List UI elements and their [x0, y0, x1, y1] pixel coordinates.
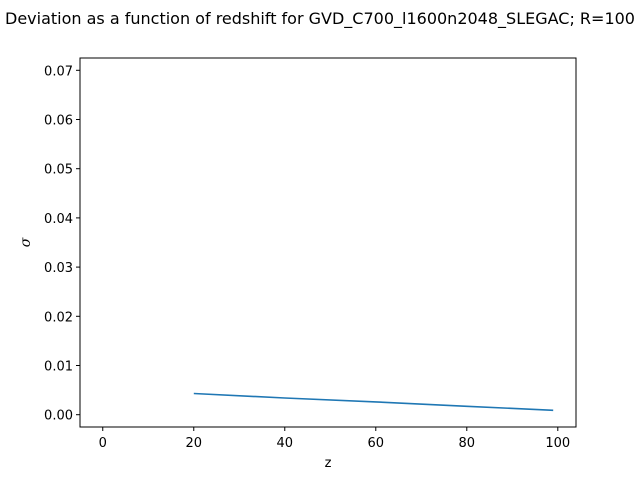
- y-tick-label: 0.02: [44, 310, 73, 325]
- axis-ticks: 0 20 40 60 80 100 0.00 0.01 0.02 0.03 0.04 0.05 0.06…: [44, 64, 570, 451]
- series-line: [193, 392, 554, 412]
- x-tick-label: 40: [276, 436, 293, 451]
- y-tick-label: 0.04: [44, 212, 73, 227]
- y-tick-label: 0.00: [44, 409, 73, 424]
- chart-title: Deviation as a function of redshift for …: [5, 9, 635, 29]
- x-tick-label: 80: [459, 436, 476, 451]
- x-axis-label: z: [325, 456, 332, 471]
- x-tick-label: 0: [99, 436, 107, 451]
- x-tick-label: 20: [185, 436, 202, 451]
- y-tick-label: 0.05: [44, 163, 73, 178]
- y-tick-label: 0.07: [44, 64, 73, 79]
- x-tick-label: 60: [368, 436, 385, 451]
- x-tick-label: 100: [545, 436, 570, 451]
- plot-area: [193, 392, 554, 412]
- y-tick-label: 0.01: [44, 360, 73, 375]
- y-axis-label: σ: [18, 237, 34, 247]
- y-tick-label: 0.03: [44, 261, 73, 276]
- y-tick-label: 0.06: [44, 114, 73, 129]
- plot-frame: [79, 57, 577, 428]
